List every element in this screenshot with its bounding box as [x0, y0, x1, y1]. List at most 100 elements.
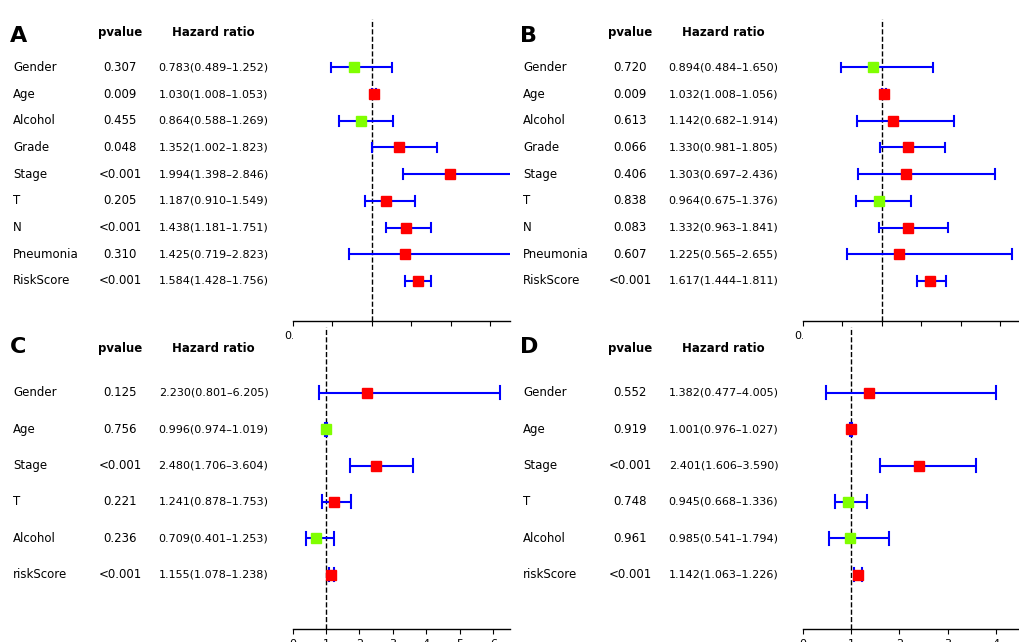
Text: A: A [10, 26, 28, 46]
Text: D: D [520, 336, 538, 356]
Text: 0.066: 0.066 [613, 141, 646, 154]
Text: Gender: Gender [13, 61, 57, 74]
Text: T: T [523, 195, 530, 207]
Text: Stage: Stage [13, 168, 47, 180]
Text: 0.048: 0.048 [104, 141, 137, 154]
Text: 1.032(1.008–1.056): 1.032(1.008–1.056) [668, 89, 777, 99]
Text: 0.125: 0.125 [104, 386, 137, 399]
Text: Alcohol: Alcohol [523, 114, 566, 127]
Text: 1.241(0.878–1.753): 1.241(0.878–1.753) [158, 497, 268, 507]
Text: <0.001: <0.001 [608, 568, 651, 581]
Text: Gender: Gender [523, 386, 567, 399]
Text: Age: Age [523, 87, 545, 101]
Text: Stage: Stage [13, 459, 47, 472]
Text: 2.401(1.606–3.590): 2.401(1.606–3.590) [668, 460, 777, 471]
Text: N: N [523, 221, 531, 234]
Text: pvalue: pvalue [607, 26, 652, 39]
Text: 1.584(1.428–1.756): 1.584(1.428–1.756) [158, 276, 268, 286]
Text: 0.756: 0.756 [104, 422, 137, 436]
Text: T: T [13, 496, 20, 508]
Text: 0.455: 0.455 [104, 114, 137, 127]
Text: 1.438(1.181–1.751): 1.438(1.181–1.751) [159, 223, 268, 232]
Text: pvalue: pvalue [98, 342, 143, 354]
Text: 0.985(0.541–1.794): 0.985(0.541–1.794) [667, 534, 777, 543]
Text: <0.001: <0.001 [608, 274, 651, 288]
Text: Alcohol: Alcohol [523, 532, 566, 545]
Text: 0.720: 0.720 [613, 61, 646, 74]
Text: 0.009: 0.009 [104, 87, 137, 101]
Text: Grade: Grade [523, 141, 558, 154]
Text: 1.187(0.910–1.549): 1.187(0.910–1.549) [158, 196, 268, 206]
Text: pvalue: pvalue [607, 342, 652, 354]
Text: riskScore: riskScore [13, 568, 67, 581]
Text: Pneumonia: Pneumonia [13, 248, 78, 261]
X-axis label: Hazard ratio: Hazard ratio [363, 346, 439, 360]
Text: <0.001: <0.001 [99, 221, 142, 234]
Text: 0.783(0.489–1.252): 0.783(0.489–1.252) [158, 62, 268, 73]
Text: Age: Age [13, 422, 36, 436]
Text: 2.480(1.706–3.604): 2.480(1.706–3.604) [158, 460, 268, 471]
Text: B: B [520, 26, 537, 46]
Text: Alcohol: Alcohol [13, 532, 56, 545]
Text: 0.709(0.401–1.253): 0.709(0.401–1.253) [159, 534, 268, 543]
Text: 0.894(0.484–1.650): 0.894(0.484–1.650) [667, 62, 777, 73]
Text: 1.142(0.682–1.914): 1.142(0.682–1.914) [667, 116, 777, 126]
Text: 0.307: 0.307 [104, 61, 137, 74]
Text: Alcohol: Alcohol [13, 114, 56, 127]
Text: Stage: Stage [523, 168, 556, 180]
Text: Gender: Gender [13, 386, 57, 399]
Text: 0.919: 0.919 [612, 422, 646, 436]
Text: <0.001: <0.001 [99, 168, 142, 180]
Text: 0.864(0.588–1.269): 0.864(0.588–1.269) [158, 116, 268, 126]
Text: Hazard ratio: Hazard ratio [682, 342, 764, 354]
Text: 1.352(1.002–1.823): 1.352(1.002–1.823) [159, 143, 268, 152]
Text: Age: Age [523, 422, 545, 436]
Text: 1.155(1.078–1.238): 1.155(1.078–1.238) [159, 569, 268, 580]
Text: 0.838: 0.838 [613, 195, 646, 207]
Text: Hazard ratio: Hazard ratio [682, 26, 764, 39]
Text: 0.406: 0.406 [613, 168, 646, 180]
Text: 1.425(0.719–2.823): 1.425(0.719–2.823) [158, 249, 268, 259]
Text: 1.330(0.981–1.805): 1.330(0.981–1.805) [668, 143, 777, 152]
Text: 1.030(1.008–1.053): 1.030(1.008–1.053) [159, 89, 268, 99]
Text: 0.221: 0.221 [103, 496, 137, 508]
Text: 1.225(0.565–2.655): 1.225(0.565–2.655) [668, 249, 777, 259]
Text: C: C [10, 336, 26, 356]
Text: T: T [13, 195, 20, 207]
Text: <0.001: <0.001 [99, 459, 142, 472]
Text: Hazard ratio: Hazard ratio [172, 26, 255, 39]
Text: <0.001: <0.001 [99, 568, 142, 581]
Text: Age: Age [13, 87, 36, 101]
Text: Grade: Grade [13, 141, 49, 154]
Text: 0.945(0.668–1.336): 0.945(0.668–1.336) [668, 497, 777, 507]
Text: RiskScore: RiskScore [13, 274, 70, 288]
Text: 0.310: 0.310 [104, 248, 137, 261]
Text: pvalue: pvalue [98, 26, 143, 39]
Text: Pneumonia: Pneumonia [523, 248, 588, 261]
X-axis label: Hazard ratio: Hazard ratio [872, 346, 949, 360]
Text: Hazard ratio: Hazard ratio [172, 342, 255, 354]
Text: 0.748: 0.748 [613, 496, 646, 508]
Text: <0.001: <0.001 [608, 459, 651, 472]
Text: riskScore: riskScore [523, 568, 577, 581]
Text: 2.230(0.801–6.205): 2.230(0.801–6.205) [159, 388, 268, 398]
Text: 0.552: 0.552 [613, 386, 646, 399]
Text: RiskScore: RiskScore [523, 274, 580, 288]
Text: 0.961: 0.961 [612, 532, 646, 545]
Text: 1.994(1.398–2.846): 1.994(1.398–2.846) [158, 169, 268, 179]
Text: 0.964(0.675–1.376): 0.964(0.675–1.376) [668, 196, 777, 206]
Text: 1.303(0.697–2.436): 1.303(0.697–2.436) [668, 169, 777, 179]
Text: Gender: Gender [523, 61, 567, 74]
Text: Stage: Stage [523, 459, 556, 472]
Text: 0.996(0.974–1.019): 0.996(0.974–1.019) [158, 424, 268, 434]
Text: 0.205: 0.205 [104, 195, 137, 207]
Text: N: N [13, 221, 21, 234]
Text: 1.142(1.063–1.226): 1.142(1.063–1.226) [668, 569, 777, 580]
Text: <0.001: <0.001 [99, 274, 142, 288]
Text: T: T [523, 496, 530, 508]
Text: 1.617(1.444–1.811): 1.617(1.444–1.811) [667, 276, 777, 286]
Text: 1.001(0.976–1.027): 1.001(0.976–1.027) [668, 424, 777, 434]
Text: 1.332(0.963–1.841): 1.332(0.963–1.841) [668, 223, 777, 232]
Text: 0.009: 0.009 [613, 87, 646, 101]
Text: 0.613: 0.613 [613, 114, 646, 127]
